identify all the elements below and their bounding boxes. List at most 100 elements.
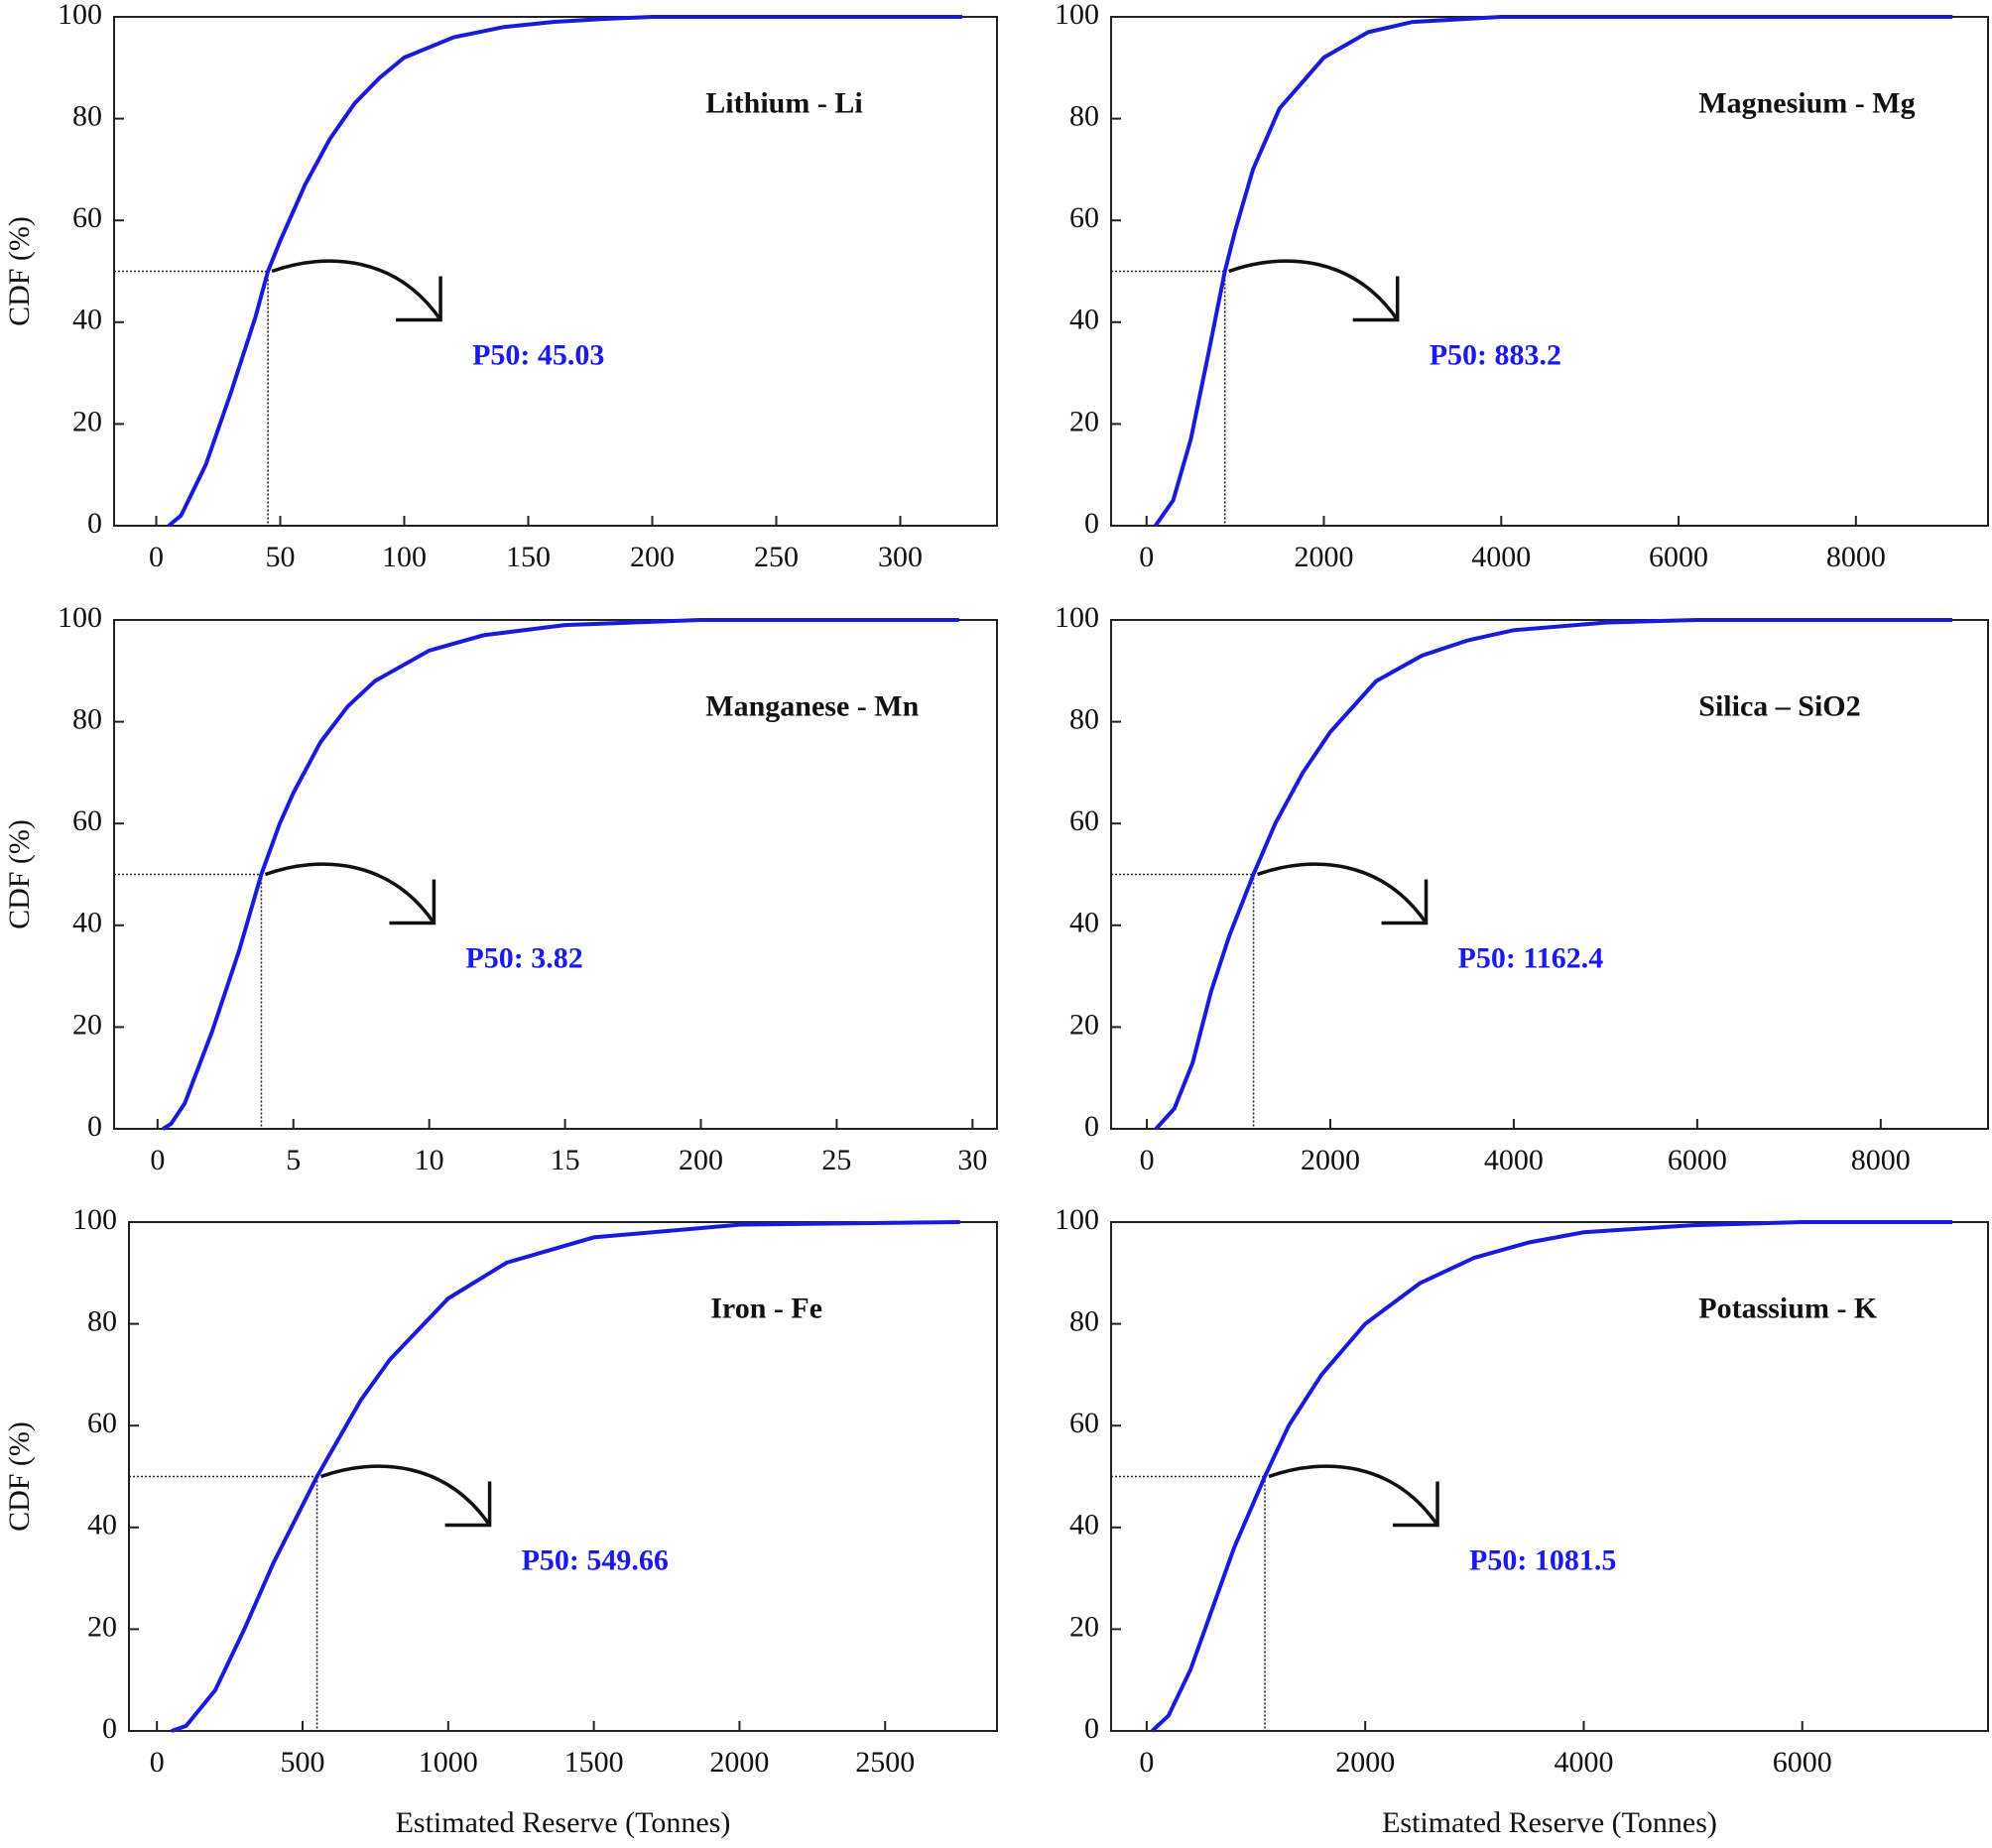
arrow (1256, 862, 1428, 924)
x-tick-label: 1500 (564, 1746, 624, 1779)
x-tick-label: 100 (382, 541, 427, 573)
cdf-line (1151, 1220, 1952, 1733)
panel: 0 20 40 60 80 100 0 2000 4000 6000 8000 P50: 883.2 M… (1055, 0, 1989, 573)
y-axis-label: CDF (%) (3, 216, 36, 326)
x-tick-label: 0 (149, 541, 164, 573)
cdf-line (1154, 618, 1952, 1131)
y-tick-label: 40 (1069, 907, 1099, 939)
panel-title: Manganese - Mn (705, 690, 919, 723)
x-tick-label: 150 (506, 541, 551, 573)
x-tick-label: 15 (551, 1144, 580, 1176)
y-tick-label: 100 (1055, 1203, 1099, 1236)
y-tick-label: 80 (87, 1304, 117, 1337)
y-tick-label: 80 (1069, 99, 1099, 132)
y-tick-label: 60 (72, 201, 102, 234)
y-tick-label: 20 (1069, 1610, 1099, 1643)
x-tick-label: 50 (266, 541, 296, 573)
x-tick-label: 200 (630, 541, 675, 573)
x-tick-label: 4000 (1471, 541, 1531, 573)
y-tick-label: 20 (72, 1008, 102, 1041)
y-tick-label: 0 (87, 507, 102, 540)
y-tick-label: 0 (1084, 1712, 1099, 1745)
y-tick-label: 60 (72, 804, 102, 837)
x-tick-label: 250 (754, 541, 799, 573)
y-tick-label: 100 (1055, 0, 1099, 31)
x-tick-label: 6000 (1649, 541, 1708, 573)
p50-label: P50: 883.2 (1430, 338, 1561, 371)
x-tick-label: 0 (150, 1746, 165, 1779)
arrow (271, 259, 442, 321)
panel-title: Lithium - Li (705, 87, 862, 120)
y-tick-label: 0 (87, 1110, 102, 1143)
x-tick-label: 2500 (855, 1746, 915, 1779)
x-tick-label: 500 (281, 1746, 325, 1779)
panel-title: Iron - Fe (710, 1293, 822, 1325)
x-axis-label: Estimated Reserve (Tonnes) (396, 1806, 731, 1839)
x-tick-label: 0 (1139, 541, 1154, 573)
x-tick-label: 6000 (1668, 1144, 1727, 1176)
y-tick-label: 60 (1069, 1407, 1099, 1439)
p50-label: P50: 45.03 (472, 338, 604, 371)
x-tick-label: 5 (286, 1144, 301, 1176)
x-tick-label: 200 (679, 1144, 723, 1176)
y-tick-label: 0 (102, 1712, 117, 1745)
y-tick-label: 100 (58, 0, 102, 31)
y-tick-label: 60 (1069, 804, 1099, 837)
y-tick-label: 60 (1069, 201, 1099, 234)
y-tick-label: 80 (72, 702, 102, 735)
x-tick-label: 30 (957, 1144, 987, 1176)
y-tick-label: 100 (72, 1203, 117, 1236)
cdf-line (1154, 15, 1953, 528)
y-tick-label: 100 (58, 601, 102, 634)
x-tick-label: 2000 (1295, 541, 1354, 573)
arrow-head (1393, 1481, 1439, 1528)
x-axis-label: Estimated Reserve (Tonnes) (1382, 1806, 1717, 1839)
y-tick-label: 80 (1069, 1304, 1099, 1337)
y-tick-label: 0 (1084, 1110, 1099, 1143)
x-tick-label: 8000 (1851, 1144, 1911, 1176)
panel-title: Magnesium - Mg (1698, 87, 1915, 120)
y-tick-label: 40 (1069, 1509, 1099, 1541)
x-tick-label: 4000 (1554, 1746, 1613, 1779)
arrow-head (1381, 879, 1429, 925)
x-tick-label: 0 (150, 1144, 165, 1176)
y-tick-label: 40 (87, 1509, 117, 1541)
y-tick-label: 20 (72, 405, 102, 437)
x-tick-label: 2000 (709, 1746, 769, 1779)
p50-label: P50: 549.66 (522, 1543, 669, 1576)
x-tick-label: 25 (821, 1144, 851, 1176)
arrow (1228, 259, 1400, 321)
y-tick-label: 20 (1069, 1008, 1099, 1041)
y-tick-label: 80 (1069, 702, 1099, 735)
x-tick-label: 2000 (1335, 1746, 1395, 1779)
y-tick-label: 40 (72, 304, 102, 336)
arrow-head (1352, 276, 1400, 322)
x-tick-label: 1000 (419, 1746, 478, 1779)
arrow (319, 1464, 492, 1527)
p50-label: P50: 1081.5 (1469, 1543, 1616, 1576)
x-tick-label: 4000 (1484, 1144, 1544, 1176)
arrow (264, 862, 436, 924)
y-tick-label: 20 (87, 1610, 117, 1643)
y-tick-label: 0 (1084, 507, 1099, 540)
y-tick-label: 20 (1069, 405, 1099, 437)
x-tick-label: 0 (1140, 1144, 1155, 1176)
x-tick-label: 6000 (1773, 1746, 1832, 1779)
y-tick-label: 80 (72, 99, 102, 132)
y-axis-label: CDF (%) (3, 819, 36, 929)
cdf-line (167, 15, 962, 528)
cdf-line (171, 1220, 960, 1733)
panel: 0 20 40 60 80 100 0 2000 4000 6000 P50: 1081.5 Pota… (1055, 1203, 1989, 1839)
x-tick-label: 8000 (1826, 541, 1886, 573)
y-tick-label: 40 (1069, 304, 1099, 336)
arrow-head (389, 879, 436, 925)
panel-title: Silica – SiO2 (1698, 690, 1860, 723)
p50-label: P50: 1162.4 (1458, 941, 1604, 974)
arrow-head (444, 1481, 492, 1528)
y-tick-label: 100 (1055, 601, 1099, 634)
panel: 0 20 40 60 80 100 0 50 100 150 200 250 300 P50: 45.03… (3, 0, 998, 573)
p50-label: P50: 3.82 (465, 941, 582, 974)
x-tick-label: 0 (1139, 1746, 1154, 1779)
